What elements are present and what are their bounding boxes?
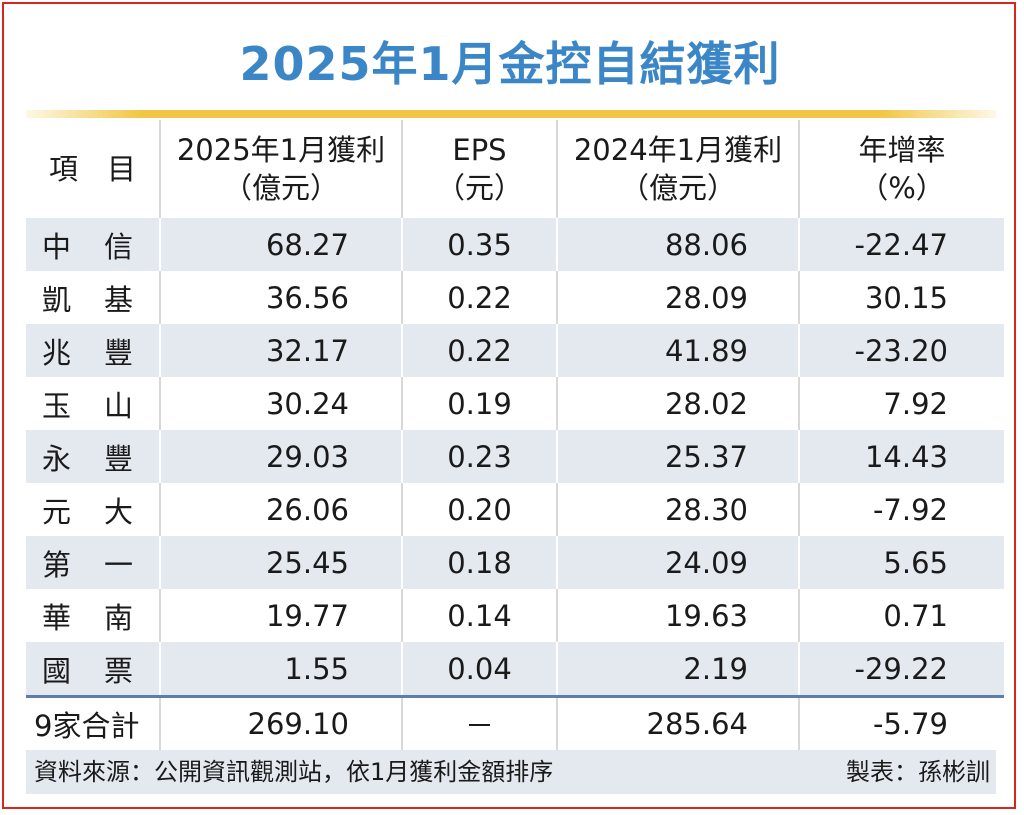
company-name: 玉山 xyxy=(26,377,160,430)
table-row: 中信 68.27 0.35 88.06 -22.47 xyxy=(26,218,1004,271)
profit-2025-cell: 19.77 xyxy=(159,589,402,642)
total-profit-2025: 269.10 xyxy=(159,695,402,750)
header-profit-2025: 2025年1月獲利 （億元） xyxy=(159,120,402,218)
table-row: 凱基 36.56 0.22 28.09 30.15 xyxy=(26,271,1004,324)
company-name: 永豐 xyxy=(26,430,160,483)
growth-cell: 5.65 xyxy=(798,536,1004,589)
table-row: 華南 19.77 0.14 19.63 0.71 xyxy=(26,589,1004,642)
company-name: 第一 xyxy=(26,536,160,589)
profit-2024-cell: 41.89 xyxy=(556,324,799,377)
title-rule xyxy=(26,110,996,118)
company-name: 華南 xyxy=(26,589,160,642)
eps-cell: 0.22 xyxy=(401,324,557,377)
profit-2025-cell: 25.45 xyxy=(159,536,402,589)
total-row: 9家合計 269.10 － 285.64 -5.79 xyxy=(26,695,1004,750)
profit-2024-cell: 2.19 xyxy=(556,642,799,697)
table-row: 國票 1.55 0.04 2.19 -29.22 xyxy=(26,642,1004,697)
profit-2024-cell: 28.09 xyxy=(556,271,799,324)
page-title: 2025年1月金控自結獲利 xyxy=(239,37,781,91)
company-name: 中信 xyxy=(26,218,160,271)
company-name: 元大 xyxy=(26,483,160,536)
growth-cell: 0.71 xyxy=(798,589,1004,642)
eps-cell: 0.04 xyxy=(401,642,557,697)
eps-cell: 0.35 xyxy=(401,218,557,271)
eps-cell: 0.18 xyxy=(401,536,557,589)
table-row: 兆豐 32.17 0.22 41.89 -23.20 xyxy=(26,324,1004,377)
eps-cell: 0.14 xyxy=(401,589,557,642)
table-row: 永豐 29.03 0.23 25.37 14.43 xyxy=(26,430,1004,483)
profit-2025-cell: 32.17 xyxy=(159,324,402,377)
growth-cell: 7.92 xyxy=(798,377,1004,430)
growth-cell: -23.20 xyxy=(798,324,1004,377)
earnings-table: 項 目 2025年1月獲利 （億元） EPS （元） 2024年1月獲利 （億元… xyxy=(26,120,1004,750)
profit-2025-cell: 36.56 xyxy=(159,271,402,324)
profit-2025-cell: 29.03 xyxy=(159,430,402,483)
company-name: 凱基 xyxy=(26,271,160,324)
total-profit-2024: 285.64 xyxy=(556,695,799,750)
profit-2025-cell: 30.24 xyxy=(159,377,402,430)
growth-cell: -29.22 xyxy=(798,642,1004,697)
profit-2025-cell: 68.27 xyxy=(159,218,402,271)
table-row: 第一 25.45 0.18 24.09 5.65 xyxy=(26,536,1004,589)
profit-2024-cell: 28.30 xyxy=(556,483,799,536)
profit-2024-cell: 24.09 xyxy=(556,536,799,589)
eps-cell: 0.19 xyxy=(401,377,557,430)
source-note: 資料來源：公開資訊觀測站，依1月獲利金額排序 xyxy=(34,758,554,786)
profit-2025-cell: 26.06 xyxy=(159,483,402,536)
growth-cell: -22.47 xyxy=(798,218,1004,271)
company-name: 國票 xyxy=(26,642,160,697)
header-growth: 年增率 （%） xyxy=(798,120,1004,218)
header-eps: EPS （元） xyxy=(401,120,557,218)
company-name: 兆豐 xyxy=(26,324,160,377)
profit-2024-cell: 28.02 xyxy=(556,377,799,430)
total-eps: － xyxy=(401,695,557,750)
growth-cell: 14.43 xyxy=(798,430,1004,483)
growth-cell: -7.92 xyxy=(798,483,1004,536)
growth-cell: 30.15 xyxy=(798,271,1004,324)
table-row: 玉山 30.24 0.19 28.02 7.92 xyxy=(26,377,1004,430)
maker-credit: 製表：孫彬訓 xyxy=(846,758,990,786)
profit-2025-cell: 1.55 xyxy=(159,642,402,697)
profit-2024-cell: 88.06 xyxy=(556,218,799,271)
profit-2024-cell: 19.63 xyxy=(556,589,799,642)
eps-cell: 0.20 xyxy=(401,483,557,536)
header-item: 項 目 xyxy=(48,152,136,186)
total-label: 9家合計 xyxy=(26,695,160,750)
footer-bar: 資料來源：公開資訊觀測站，依1月獲利金額排序 製表：孫彬訓 xyxy=(26,750,996,794)
table-row: 元大 26.06 0.20 28.30 -7.92 xyxy=(26,483,1004,536)
eps-cell: 0.22 xyxy=(401,271,557,324)
profit-2024-cell: 25.37 xyxy=(556,430,799,483)
header-profit-2024: 2024年1月獲利 （億元） xyxy=(556,120,799,218)
header-row: 項 目 2025年1月獲利 （億元） EPS （元） 2024年1月獲利 （億元… xyxy=(26,120,1004,218)
total-growth: -5.79 xyxy=(798,695,1004,750)
eps-cell: 0.23 xyxy=(401,430,557,483)
